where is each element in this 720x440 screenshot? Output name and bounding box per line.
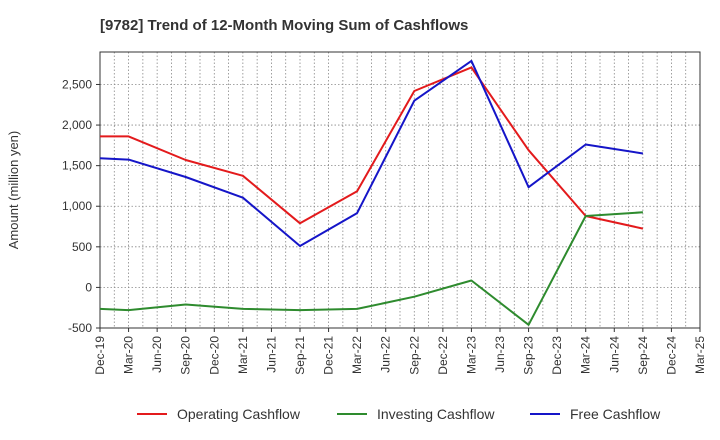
x-tick-label: Jun-20 xyxy=(150,336,164,373)
series-layer xyxy=(99,59,644,326)
investing-cashflow-line xyxy=(99,211,643,326)
x-tick-label: Sep-23 xyxy=(522,336,536,375)
chart-title: [9782] Trend of 12-Month Moving Sum of C… xyxy=(100,17,468,34)
x-tick-label: Dec-23 xyxy=(550,336,564,375)
x-tick-label: Mar-24 xyxy=(579,336,593,374)
y-tick-label: 1,000 xyxy=(62,199,92,213)
x-tick-label: Dec-22 xyxy=(436,336,450,375)
x-tick-label: Mar-20 xyxy=(122,336,136,374)
x-tick-label: Dec-21 xyxy=(322,336,336,375)
x-tick-label: Mar-23 xyxy=(464,336,478,374)
x-tick-label: Mar-25 xyxy=(693,336,707,374)
x-tick-label: Dec-20 xyxy=(207,336,221,375)
y-axis-ticks: -500 0 500 1,000 1,500 2,000 2,500 xyxy=(62,77,100,335)
y-tick-label: -500 xyxy=(68,321,92,335)
x-tick-label: Sep-20 xyxy=(179,336,193,375)
plot-frame xyxy=(99,51,701,329)
y-tick-label: 1,500 xyxy=(62,159,92,173)
free-cashflow-line xyxy=(99,59,644,247)
y-tick-label: 2,500 xyxy=(62,77,92,91)
y-tick-label: 0 xyxy=(85,280,92,294)
x-tick-label: Mar-22 xyxy=(350,336,364,374)
x-tick-label: Jun-21 xyxy=(264,336,278,373)
y-axis-label: Amount (million yen) xyxy=(6,131,21,250)
x-tick-label: Sep-24 xyxy=(636,336,650,375)
x-tick-label: Jun-22 xyxy=(379,336,393,373)
x-tick-label: Mar-21 xyxy=(236,336,250,374)
grid xyxy=(99,52,701,329)
x-tick-label: Dec-24 xyxy=(664,336,678,375)
x-tick-label: Dec-19 xyxy=(93,336,107,375)
x-tick-label: Sep-22 xyxy=(407,336,421,375)
legend-label: Investing Cashflow xyxy=(377,406,495,422)
y-tick-label: 2,000 xyxy=(62,118,92,132)
y-tick-label: 500 xyxy=(72,240,92,254)
legend-label: Free Cashflow xyxy=(570,406,661,422)
x-tick-label: Jun-23 xyxy=(493,336,507,373)
x-axis-ticks: Dec-19 Mar-20 Jun-20 Sep-20 Dec-20 Mar-21 Jun-… xyxy=(93,328,707,375)
x-tick-label: Jun-24 xyxy=(607,336,621,373)
x-tick-label: Sep-21 xyxy=(293,336,307,375)
legend: Operating Cashflow Investing Cashflow Free… xyxy=(137,406,661,422)
legend-label: Operating Cashflow xyxy=(177,406,301,422)
